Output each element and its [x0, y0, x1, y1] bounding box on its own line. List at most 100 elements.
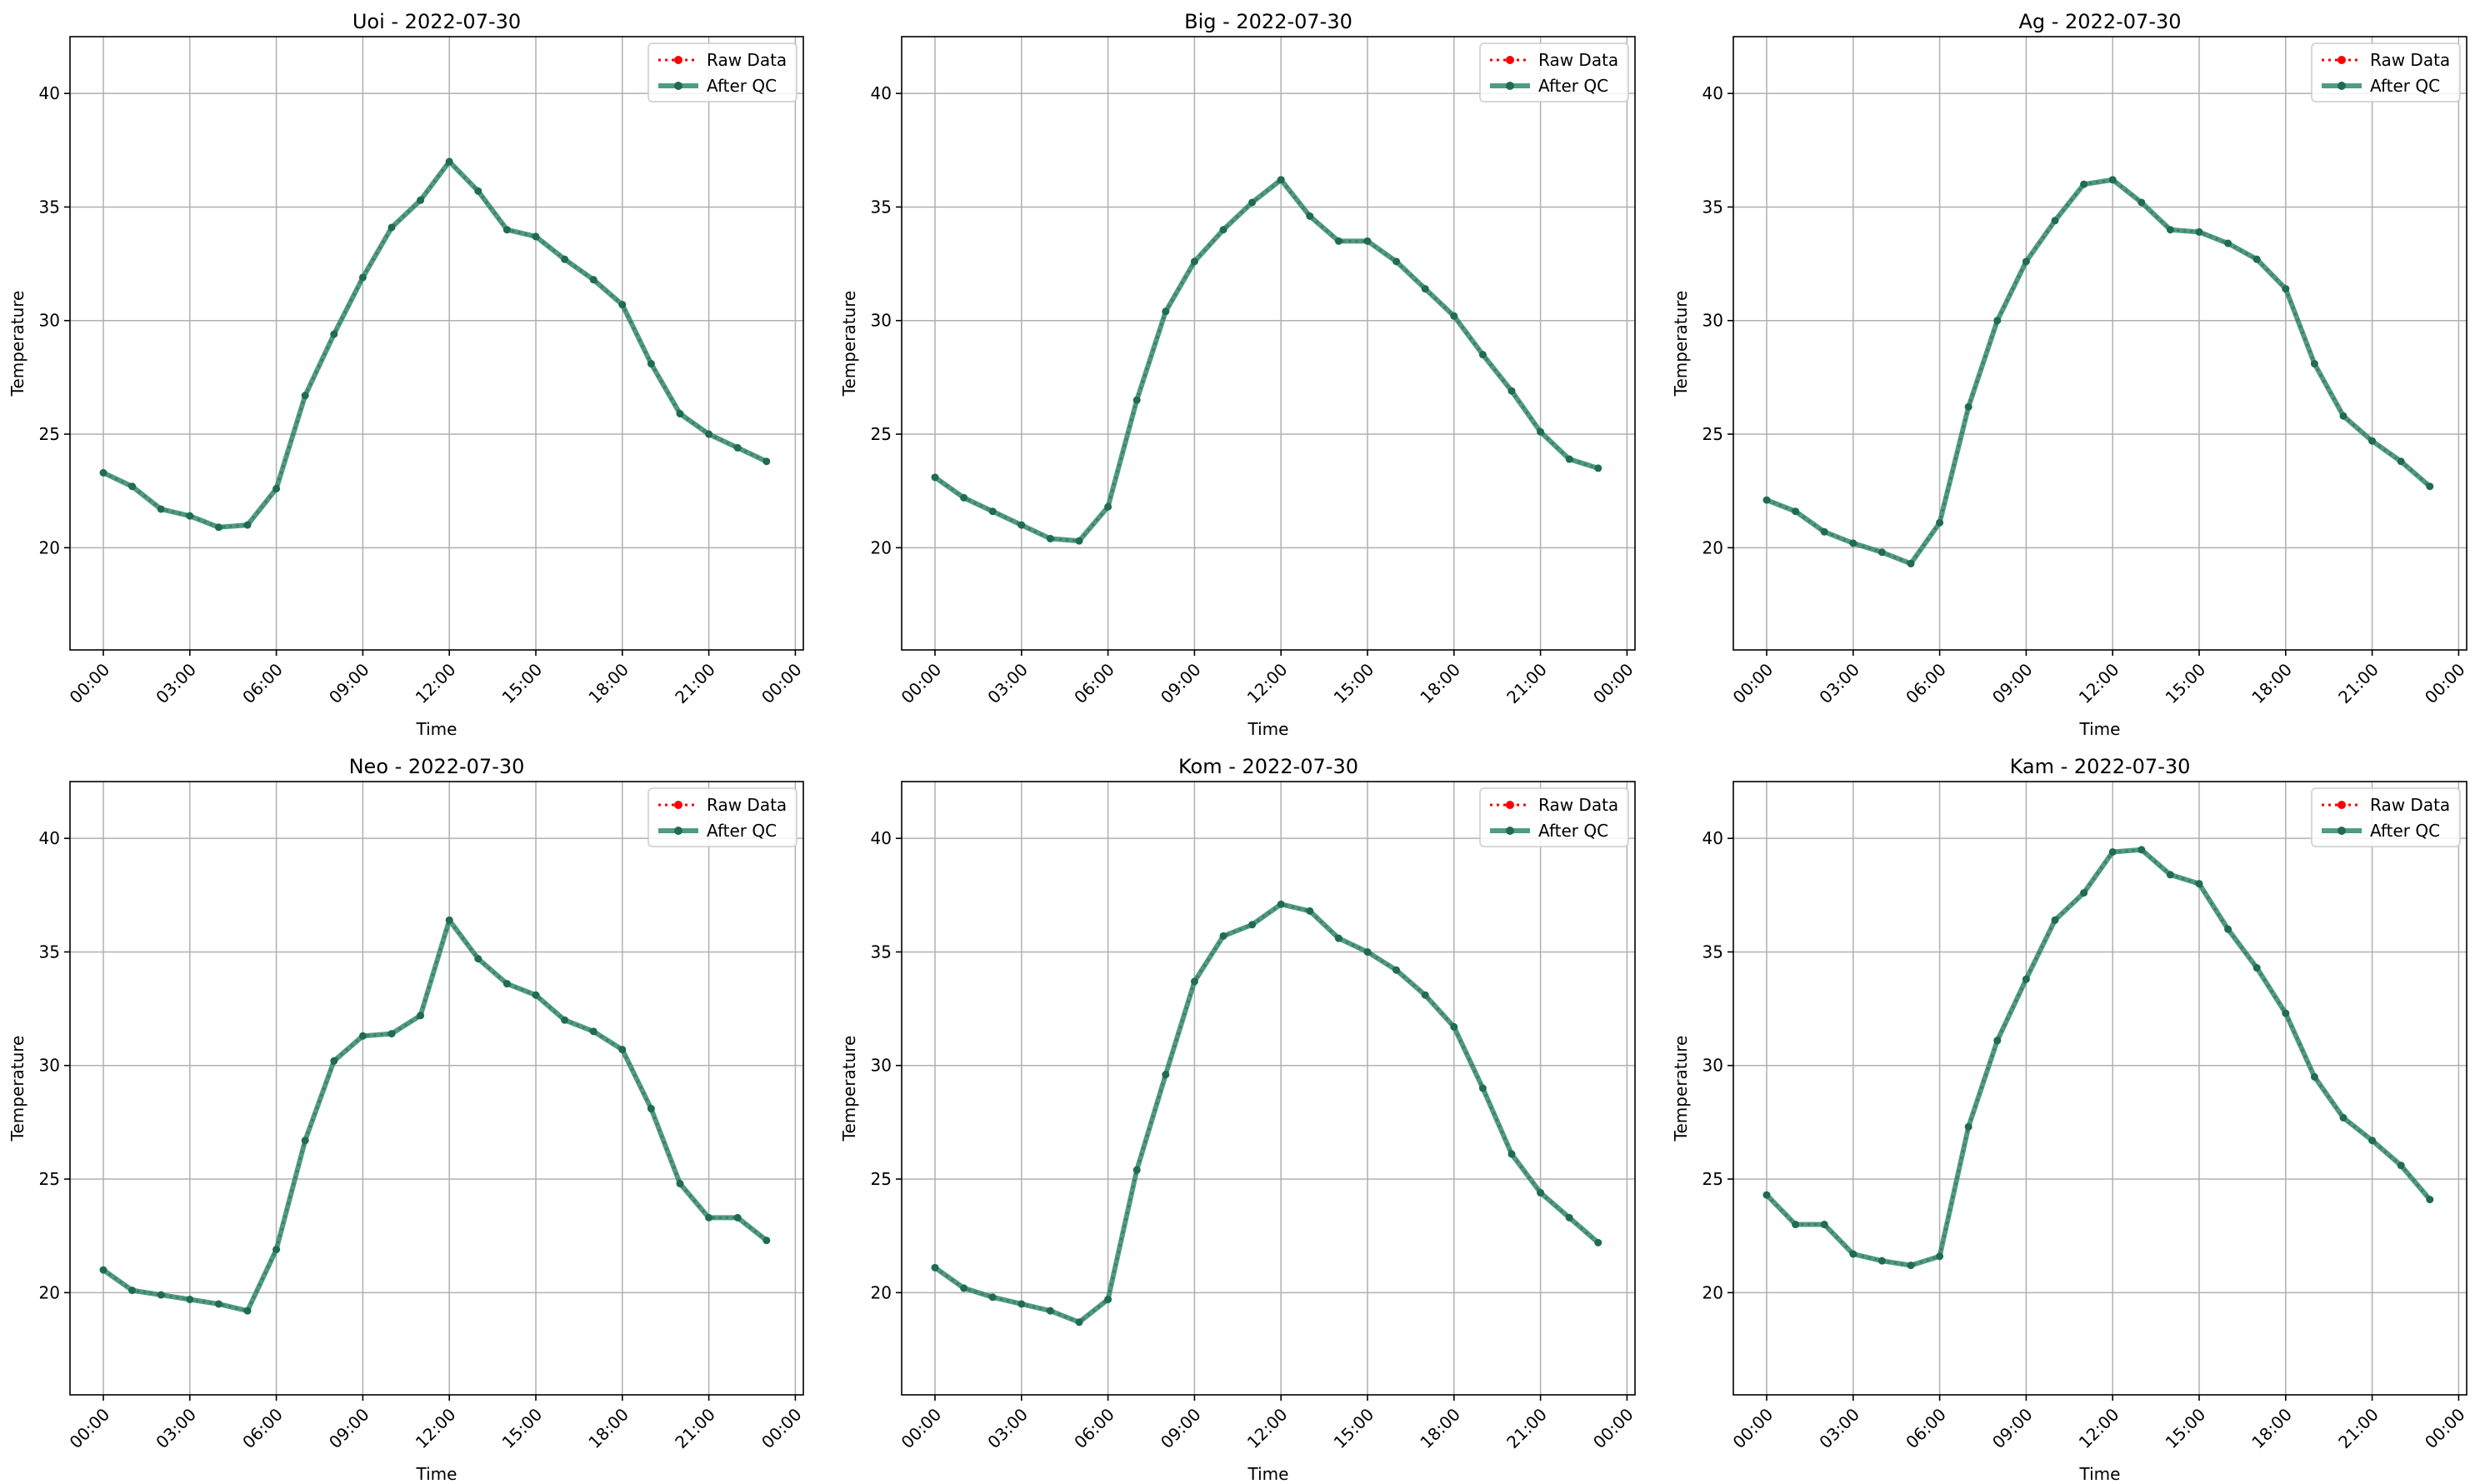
after-qc-point: [1878, 1257, 1886, 1265]
x-tick-label: 12:00: [1243, 659, 1292, 707]
y-tick-label: 35: [1702, 942, 1723, 962]
x-tick-label: 00:00: [2421, 659, 2469, 707]
after-qc-point: [1306, 907, 1314, 915]
y-tick-label: 25: [39, 1169, 60, 1189]
axes-frame: [69, 781, 804, 1396]
after-qc-point: [1104, 1296, 1112, 1304]
y-tick-label: 25: [1702, 1169, 1723, 1189]
axes-frame: [69, 36, 804, 651]
after-qc-point: [532, 991, 540, 999]
after-qc-point: [1277, 176, 1285, 184]
y-tick-label: 20: [1702, 1282, 1723, 1302]
x-tick-label: 00:00: [1729, 1404, 1778, 1452]
after-qc-point: [1306, 212, 1314, 220]
after-qc-point: [1907, 1262, 1915, 1270]
after-qc-point: [417, 196, 425, 204]
after-qc-point: [128, 482, 137, 491]
x-tick-label: 00:00: [1589, 1404, 1638, 1452]
x-tick-label: 03:00: [1815, 659, 1863, 707]
after-qc-point: [2195, 880, 2203, 888]
after-qc-point: [1820, 527, 1828, 536]
after-qc-point: [2051, 217, 2059, 225]
after-qc-point: [1248, 198, 1257, 207]
x-tick-label: 09:00: [1988, 659, 2037, 707]
after-qc-point: [445, 157, 453, 166]
after-qc-point: [618, 301, 627, 309]
after-qc-point: [589, 1027, 598, 1036]
x-tick-label: 03:00: [152, 659, 200, 707]
after-qc-point: [99, 468, 108, 477]
subplot-2: 00:00 03:00 06:00 09:00 12:00 15:00 18:00 21:00…: [839, 10, 1638, 739]
y-axis-label: Temperature: [8, 291, 28, 397]
legend-raw-label: Raw Data: [1538, 795, 1618, 815]
after-qc-point: [2108, 848, 2117, 857]
after-qc-point: [561, 1016, 569, 1024]
after-qc-point: [2138, 198, 2146, 207]
x-tick-label: 12:00: [2075, 659, 2123, 707]
x-tick-label: 06:00: [238, 1404, 287, 1452]
x-tick-label: 06:00: [1070, 659, 1118, 707]
after-qc-point: [1537, 1188, 1545, 1197]
x-tick-label: 03:00: [983, 659, 1032, 707]
x-tick-label: 12:00: [412, 659, 460, 707]
after-qc-point: [1450, 1022, 1458, 1031]
after-qc-point: [676, 1179, 684, 1187]
after-qc-point: [647, 1105, 655, 1113]
after-qc-point: [1820, 1221, 1828, 1229]
after-qc-point: [561, 255, 569, 263]
after-qc-point: [1132, 396, 1141, 404]
after-qc-point: [1162, 307, 1170, 316]
after-qc-point: [589, 276, 598, 284]
y-tick-label: 25: [1702, 424, 1723, 444]
after-qc-point: [2426, 482, 2434, 491]
after-qc-point: [1162, 1071, 1170, 1079]
legend: Raw Data After QC: [648, 787, 798, 847]
x-tick-label: 00:00: [898, 659, 946, 707]
legend-qc-marker: [2338, 827, 2346, 835]
y-tick-label: 30: [871, 311, 892, 331]
legend-qc-marker: [674, 82, 682, 90]
legend: Raw Data After QC: [648, 42, 798, 102]
after-qc-point: [1190, 977, 1198, 986]
after-qc-point: [647, 360, 655, 368]
after-qc-point: [2310, 1072, 2318, 1081]
after-qc-point: [272, 1246, 281, 1254]
after-qc-point: [2166, 226, 2174, 234]
after-qc-point: [388, 223, 396, 232]
after-qc-point: [243, 1307, 252, 1315]
after-qc-point: [1450, 312, 1458, 320]
x-tick-label: 06:00: [1070, 1404, 1118, 1452]
after-qc-point: [2339, 412, 2348, 420]
y-axis-label: Temperature: [8, 1036, 28, 1142]
y-tick-label: 30: [39, 311, 60, 331]
after-qc-point: [330, 330, 338, 338]
x-tick-label: 18:00: [2248, 1404, 2296, 1452]
legend-raw-label: Raw Data: [1538, 50, 1618, 70]
after-qc-point: [1018, 521, 1026, 529]
x-tick-label: 09:00: [325, 659, 373, 707]
subplot-5: 00:00 03:00 06:00 09:00 12:00 15:00 18:00 21:00…: [839, 755, 1638, 1484]
after-qc-point: [2252, 255, 2261, 263]
legend: Raw Data After QC: [2311, 787, 2461, 847]
after-qc-point: [1964, 402, 1972, 411]
after-qc-point: [988, 507, 997, 516]
after-qc-point: [99, 1266, 108, 1274]
y-tick-label: 20: [871, 537, 892, 557]
legend-qc-label: After QC: [707, 821, 777, 841]
after-qc-point: [1104, 502, 1112, 511]
chart-title: Big - 2022-07-30: [1184, 10, 1352, 33]
after-qc-point: [1478, 1084, 1487, 1092]
after-qc-point: [2282, 1009, 2290, 1017]
after-qc-point: [733, 1213, 742, 1222]
after-qc-point: [2368, 437, 2377, 445]
after-qc-point: [1248, 921, 1257, 929]
y-tick-label: 35: [39, 942, 60, 962]
after-qc-point: [733, 443, 742, 452]
legend-raw-marker: [1506, 56, 1514, 64]
y-tick-label: 30: [1702, 1056, 1723, 1076]
x-tick-label: 00:00: [66, 1404, 114, 1452]
x-tick-label: 15:00: [1330, 659, 1378, 707]
x-tick-label: 09:00: [1157, 659, 1205, 707]
x-tick-label: 00:00: [898, 1404, 946, 1452]
